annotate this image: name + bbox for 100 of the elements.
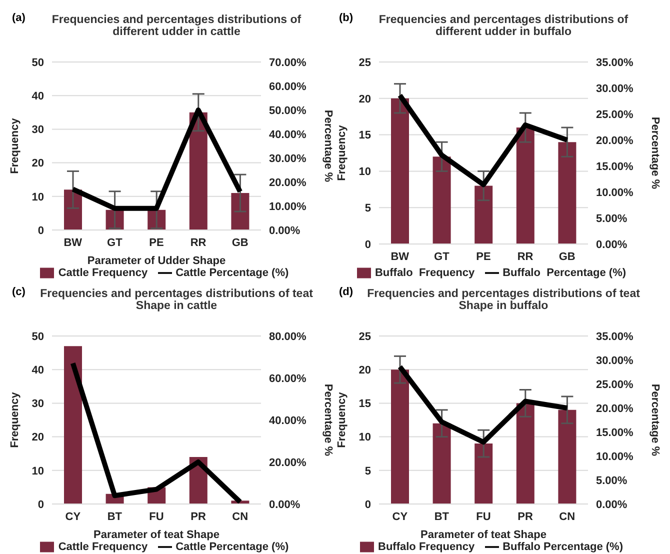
legend-label: Buffalo Frequency: [378, 540, 475, 553]
y2-tick-label: 25.00%: [596, 378, 634, 391]
legend-label: Cattle Frequency: [58, 540, 148, 553]
y2-tick-label: 5.00%: [596, 474, 628, 487]
chart-title: Frequencies and percentages distributions of teat Shape in buffalo: [367, 288, 640, 312]
y-tick-label: 20: [32, 158, 44, 170]
text: (c): [12, 286, 26, 298]
x-tick-label: CY: [65, 510, 82, 523]
y2-tick-label: 15.00%: [596, 426, 634, 439]
x-tick-label: PR: [518, 510, 533, 523]
y2-tick-label: 0.00%: [596, 238, 628, 251]
y2-tick-label: 15.00%: [596, 160, 634, 173]
x-tick-label: GT: [434, 250, 450, 263]
x-tick-label: CN: [232, 510, 248, 523]
y-tick-label: 20: [358, 93, 371, 106]
y2-axis-title: Percentage %: [649, 116, 662, 190]
y2-tick-label: 30.00%: [596, 354, 634, 367]
text: (a): [12, 12, 26, 24]
x-tick-label: BW: [390, 250, 410, 263]
y-tick-label: 0: [38, 498, 44, 511]
x-tick-label: GB: [558, 250, 576, 263]
y2-tick-label: 60.00%: [269, 372, 307, 385]
y2-tick-label: 40.00%: [269, 414, 307, 427]
legend-label: Cattle Frequency: [58, 266, 148, 279]
y-tick-label: 20: [32, 432, 44, 444]
y2-tick-label: 40.00%: [269, 128, 307, 141]
y2-tick-label: 20.00%: [596, 134, 634, 147]
y-axis-title: Frequency: [8, 117, 21, 174]
x-tick-label: RR: [190, 236, 206, 249]
y-tick-label: 30: [32, 124, 44, 136]
x-tick-label: BW: [64, 236, 83, 249]
text: (d): [339, 286, 354, 298]
y-tick-label: 50: [32, 330, 44, 343]
y-tick-label: 5: [364, 465, 371, 478]
y2-tick-label: 35.00%: [596, 56, 634, 69]
y2-tick-label: 0.00%: [596, 498, 628, 511]
y-tick-label: 10: [358, 166, 371, 178]
y2-tick-label: 70.00%: [269, 56, 307, 69]
y2-tick-label: 20.00%: [269, 176, 307, 189]
x-tick-label: RR: [517, 250, 534, 263]
x-axis-title: Parameter of teat Shape: [94, 529, 220, 541]
y2-tick-label: 50.00%: [269, 104, 307, 117]
y-tick-label: 40: [32, 90, 44, 103]
x-tick-label: FU: [476, 510, 491, 523]
legend-label: Buffalo Frequency: [374, 266, 475, 279]
y2-axis-title: Percentage %: [649, 384, 662, 456]
text: (b): [339, 12, 354, 24]
y-tick-label: 5: [364, 202, 371, 215]
y-tick-label: 10: [32, 191, 44, 204]
y2-tick-label: 80.00%: [269, 330, 307, 343]
y-axis-title: Frequency: [8, 391, 21, 448]
chart-title: Frequencies and percentages distributions of teat Shape in cattle: [40, 288, 313, 312]
y-tick-label: 25: [358, 330, 371, 343]
y-tick-label: 0: [38, 224, 44, 237]
y2-axis-title: Percentage %: [322, 110, 334, 182]
y2-axis-title: Percentage %: [322, 384, 334, 456]
x-tick-label: PE: [476, 250, 491, 263]
x-tick-label: CY: [392, 510, 408, 523]
y2-tick-label: 30.00%: [269, 152, 307, 165]
x-tick-label: FU: [149, 510, 164, 523]
chart-title: Frequencies and percentages distributions of different udder in cattle: [52, 14, 302, 38]
y-tick-label: 0: [364, 238, 371, 251]
x-tick-label: PR: [190, 510, 206, 523]
x-axis-title: Parameter of teat Shape: [420, 529, 546, 541]
y2-tick-label: 5.00%: [596, 212, 628, 225]
x-tick-label: GB: [232, 236, 248, 249]
y2-tick-label: 35.00%: [596, 330, 634, 343]
y-tick-label: 15: [358, 398, 371, 410]
x-tick-label: PE: [149, 236, 164, 249]
y2-tick-label: 20.00%: [596, 402, 634, 415]
y2-tick-label: 20.00%: [269, 456, 307, 469]
y-tick-label: 10: [32, 465, 44, 478]
y2-tick-label: 25.00%: [596, 108, 634, 121]
legend-label: Cattle Percentage (%): [176, 266, 289, 279]
y-tick-label: 15: [358, 130, 371, 142]
x-tick-label: BT: [434, 510, 450, 523]
legend-label: Buffalo Percentage (%): [502, 266, 626, 279]
y-tick-label: 25: [358, 56, 371, 69]
y2-tick-label: 10.00%: [596, 450, 634, 463]
legend-label: Buffalo Percentage (%): [502, 540, 623, 553]
y2-tick-label: 10.00%: [596, 186, 634, 199]
y-tick-label: 40: [32, 364, 44, 377]
y2-tick-label: 10.00%: [269, 200, 307, 213]
y-tick-label: 10: [358, 432, 371, 444]
y-tick-label: 50: [32, 56, 44, 69]
y-tick-label: 30: [32, 398, 44, 410]
y-tick-label: 20: [358, 364, 371, 377]
chart-title: Frequencies and percentages distributions of different udder in buffalo: [378, 14, 628, 38]
x-tick-label: BT: [107, 510, 122, 523]
y2-tick-label: 60.00%: [269, 80, 307, 93]
legend-label: Cattle Percentage (%): [176, 540, 289, 553]
y-tick-label: 0: [364, 498, 371, 511]
x-tick-label: GT: [107, 236, 123, 249]
y-axis-title: Frequency: [336, 124, 348, 181]
x-axis-title: Parameter of Udder Shape: [87, 255, 226, 267]
x-tick-label: CN: [559, 510, 576, 523]
y2-tick-label: 0.00%: [269, 224, 300, 237]
y2-tick-label: 0.00%: [269, 498, 300, 511]
y-axis-title: Frequency: [336, 391, 348, 448]
y2-tick-label: 30.00%: [596, 82, 634, 95]
